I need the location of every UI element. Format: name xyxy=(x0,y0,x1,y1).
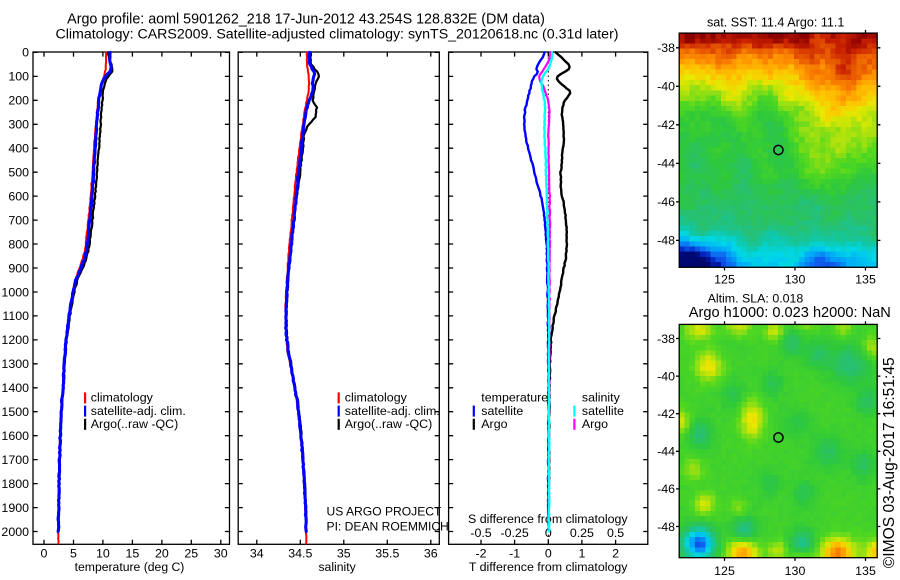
svg-text:-42: -42 xyxy=(657,407,675,421)
svg-text:300: 300 xyxy=(8,118,29,132)
svg-text:satellite: satellite xyxy=(481,404,523,418)
svg-text:-38: -38 xyxy=(657,41,675,55)
svg-text:0.25: 0.25 xyxy=(570,526,594,540)
svg-text:500: 500 xyxy=(8,166,29,180)
svg-text:satellite: satellite xyxy=(582,404,624,418)
svg-text:135: 135 xyxy=(855,273,876,287)
svg-text:1: 1 xyxy=(578,547,585,561)
svg-text:36: 36 xyxy=(424,547,438,561)
svg-text:-44: -44 xyxy=(657,157,675,171)
svg-text:©IMOS 03-Aug-2017 16:51:45: ©IMOS 03-Aug-2017 16:51:45 xyxy=(881,357,898,568)
svg-text:-42: -42 xyxy=(657,118,675,132)
svg-text:-38: -38 xyxy=(657,332,675,346)
svg-text:Argo h1000: 0.023 h2000: NaN: Argo h1000: 0.023 h2000: NaN xyxy=(689,305,891,321)
svg-text:125: 125 xyxy=(714,273,735,287)
svg-text:Argo(..raw -QC): Argo(..raw -QC) xyxy=(91,417,178,431)
svg-text:PI: DEAN ROEMMICH: PI: DEAN ROEMMICH xyxy=(327,520,449,534)
svg-text:-40: -40 xyxy=(657,369,675,383)
svg-text:1100: 1100 xyxy=(2,309,29,323)
svg-text:-48: -48 xyxy=(657,234,675,248)
svg-text:-0.25: -0.25 xyxy=(500,526,528,540)
svg-text:Altim. SLA: 0.018: Altim. SLA: 0.018 xyxy=(708,291,804,305)
svg-text:-1: -1 xyxy=(509,547,520,561)
svg-text:0: 0 xyxy=(545,547,552,561)
svg-text:2000: 2000 xyxy=(1,525,29,539)
svg-text:130: 130 xyxy=(785,273,806,287)
svg-text:25: 25 xyxy=(184,547,198,561)
svg-text:1500: 1500 xyxy=(1,405,29,419)
svg-text:20: 20 xyxy=(155,547,169,561)
svg-text:salinity: salinity xyxy=(582,391,621,405)
svg-text:US ARGO PROJECT: US ARGO PROJECT xyxy=(327,505,443,519)
svg-text:1400: 1400 xyxy=(1,381,29,395)
svg-text:100: 100 xyxy=(8,70,29,84)
svg-text:1700: 1700 xyxy=(1,453,29,467)
svg-text:30: 30 xyxy=(214,547,228,561)
svg-text:-46: -46 xyxy=(657,482,675,496)
svg-text:climatology: climatology xyxy=(345,391,408,405)
svg-text:-40: -40 xyxy=(657,80,675,94)
svg-text:temperature: temperature xyxy=(481,391,548,405)
svg-text:125: 125 xyxy=(714,564,735,578)
svg-text:0: 0 xyxy=(22,46,29,60)
svg-text:-48: -48 xyxy=(657,520,675,534)
svg-text:-2: -2 xyxy=(475,547,486,561)
svg-text:35.5: 35.5 xyxy=(375,547,399,561)
svg-text:climatology: climatology xyxy=(91,391,154,405)
svg-text:1200: 1200 xyxy=(1,333,29,347)
svg-text:sat. SST: 11.4 Argo: 11.1: sat. SST: 11.4 Argo: 11.1 xyxy=(707,16,844,30)
svg-text:1600: 1600 xyxy=(1,429,29,443)
svg-text:135: 135 xyxy=(855,564,876,578)
svg-text:temperature (deg C): temperature (deg C) xyxy=(75,560,185,574)
svg-text:-0.5: -0.5 xyxy=(470,526,491,540)
svg-text:1800: 1800 xyxy=(1,477,29,491)
svg-text:satellite-adj. clim.: satellite-adj. clim. xyxy=(345,404,440,418)
svg-text:salinity: salinity xyxy=(318,560,356,574)
svg-text:T difference from climatology: T difference from climatology xyxy=(469,560,628,574)
svg-text:Argo: Argo xyxy=(481,417,507,431)
svg-text:10: 10 xyxy=(96,547,110,561)
svg-text:34.5: 34.5 xyxy=(288,547,312,561)
svg-text:1900: 1900 xyxy=(1,501,29,515)
svg-text:5: 5 xyxy=(70,547,77,561)
svg-text:35: 35 xyxy=(337,547,351,561)
svg-text:Argo: Argo xyxy=(582,417,608,431)
svg-text:Argo(..raw -QC): Argo(..raw -QC) xyxy=(345,417,432,431)
svg-text:0.5: 0.5 xyxy=(607,526,624,540)
svg-text:600: 600 xyxy=(8,189,29,203)
svg-text:1300: 1300 xyxy=(1,357,29,371)
svg-text:Climatology: CARS2009. Satelli: Climatology: CARS2009. Satellite-adjuste… xyxy=(55,27,618,43)
svg-text:900: 900 xyxy=(8,261,29,275)
svg-text:-46: -46 xyxy=(657,195,675,209)
svg-text:2: 2 xyxy=(612,547,619,561)
svg-text:200: 200 xyxy=(8,94,29,108)
svg-text:-44: -44 xyxy=(657,445,675,459)
svg-text:0: 0 xyxy=(545,526,552,540)
svg-text:400: 400 xyxy=(8,142,29,156)
svg-text:Argo profile: aoml 5901262_218: Argo profile: aoml 5901262_218 17-Jun-20… xyxy=(67,12,545,28)
svg-text:15: 15 xyxy=(126,547,140,561)
svg-text:700: 700 xyxy=(8,213,29,227)
svg-text:satellite-adj. clim.: satellite-adj. clim. xyxy=(91,404,186,418)
svg-text:130: 130 xyxy=(785,564,806,578)
svg-text:0: 0 xyxy=(41,547,48,561)
svg-text:800: 800 xyxy=(8,237,29,251)
svg-text:1000: 1000 xyxy=(1,285,29,299)
svg-text:34: 34 xyxy=(250,547,264,561)
